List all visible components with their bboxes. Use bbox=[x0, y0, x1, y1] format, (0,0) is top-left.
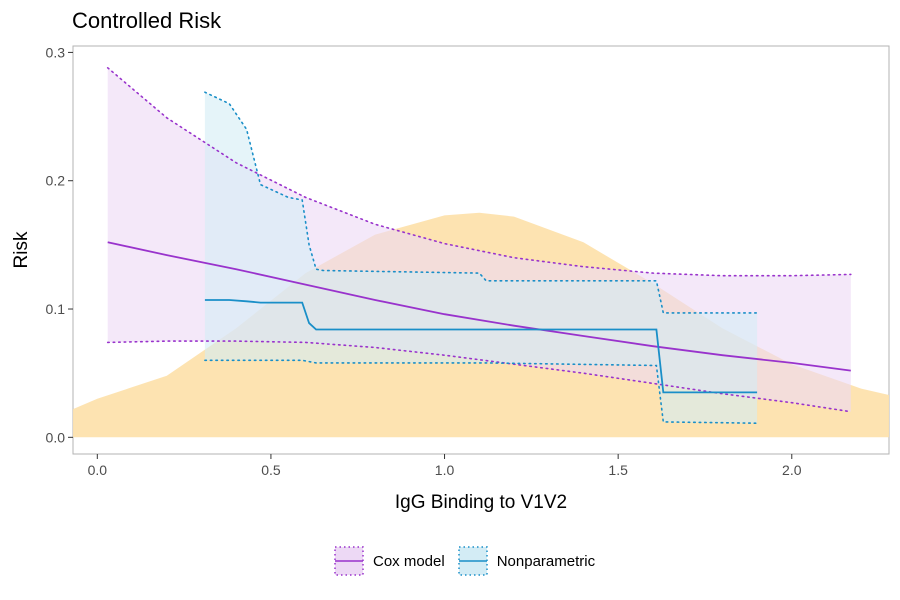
estimate-lines bbox=[106, 67, 852, 425]
y-axis-label: Risk bbox=[11, 231, 32, 268]
y-tick-label: 0.1 bbox=[46, 301, 66, 317]
cox-model-estimate-line bbox=[107, 241, 851, 372]
nonparametric-estimate-line bbox=[204, 299, 758, 394]
legend-item-cox[interactable]: Cox model bbox=[333, 545, 445, 577]
x-axis-label: IgG Binding to V1V2 bbox=[395, 492, 567, 513]
x-tick-label: 1.0 bbox=[435, 462, 455, 478]
legend-key-cox bbox=[334, 546, 364, 576]
chart-title: Controlled Risk bbox=[72, 8, 222, 33]
legend: Cox model Nonparametric bbox=[333, 543, 607, 579]
y-tick-label: 0.0 bbox=[46, 429, 66, 445]
legend-label-cox: Cox model bbox=[373, 552, 445, 570]
legend-item-nonparametric[interactable]: Nonparametric bbox=[457, 545, 595, 577]
cox-model-upper-bound bbox=[106, 67, 852, 277]
cox-model-lower-bound bbox=[106, 340, 852, 413]
legend-label-nonparametric: Nonparametric bbox=[496, 552, 596, 570]
y-tick-label: 0.2 bbox=[46, 173, 66, 189]
nonparametric-lower-bound bbox=[204, 359, 758, 425]
x-tick-label: 2.0 bbox=[782, 462, 802, 478]
axes: 0.0 0.5 1.0 1.5 2.0 0.0 0.1 0.2 0.3 bbox=[46, 44, 802, 478]
x-tick-label: 0.0 bbox=[88, 462, 108, 478]
legend-key-nonparametric bbox=[457, 546, 488, 576]
y-tick-label: 0.3 bbox=[46, 44, 66, 60]
x-tick-label: 0.5 bbox=[261, 462, 281, 478]
nonparametric-upper-bound bbox=[204, 91, 758, 314]
x-tick-label: 1.5 bbox=[608, 462, 628, 478]
